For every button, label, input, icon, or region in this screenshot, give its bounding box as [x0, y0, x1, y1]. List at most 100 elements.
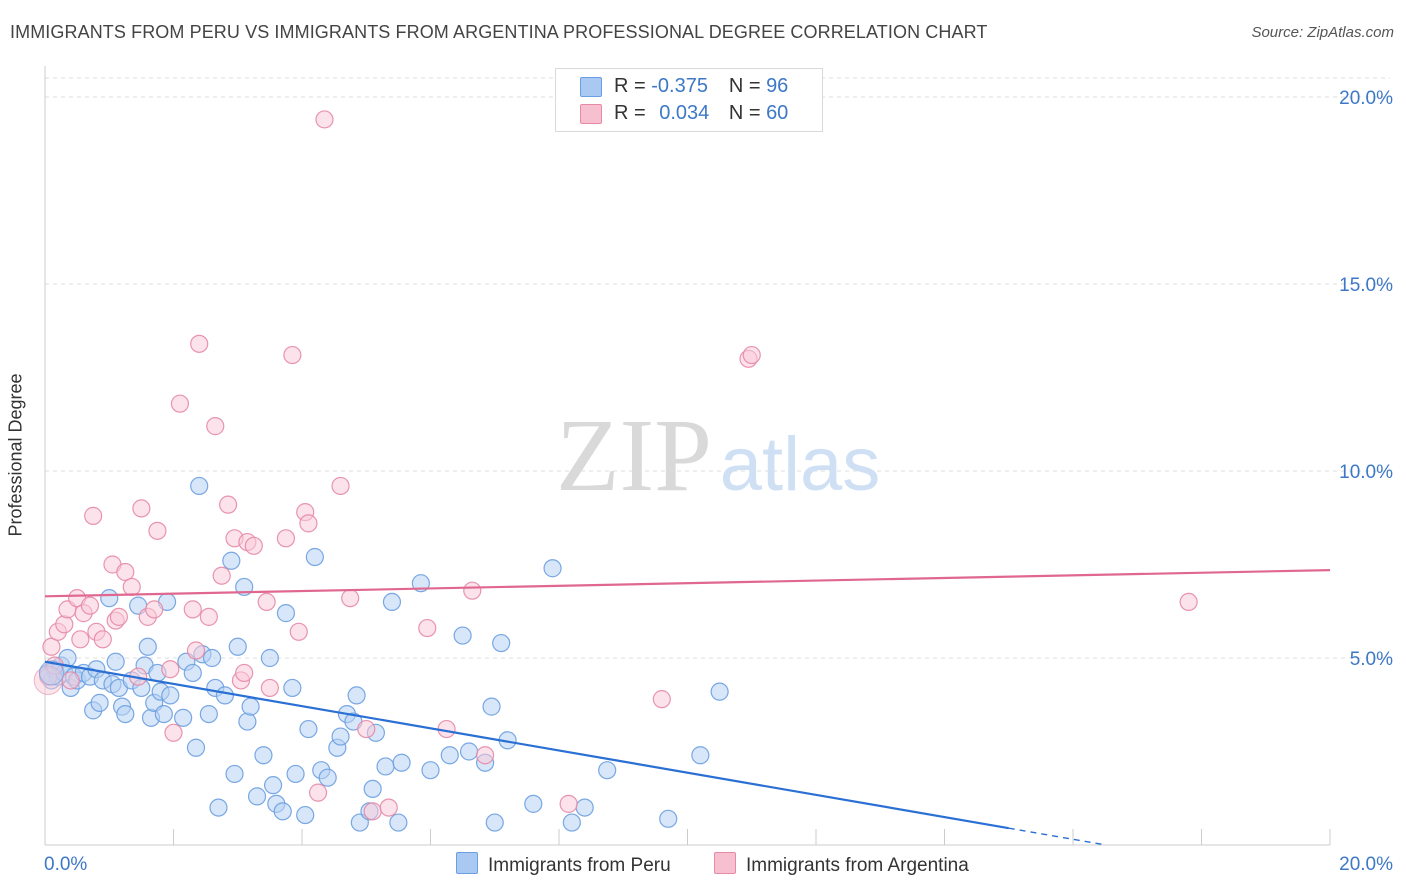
peru-point — [225, 764, 244, 784]
chart-title: IMMIGRANTS FROM PERU VS IMMIGRANTS FROM … — [10, 22, 988, 42]
argentina-swatch — [580, 104, 602, 124]
y-tick-label: 5.0% — [1350, 649, 1393, 670]
argentina-point — [148, 521, 167, 540]
y-tick-label: 15.0% — [1339, 275, 1393, 296]
r-label: R = — [614, 75, 646, 97]
peru-point — [222, 551, 241, 570]
x-tick-label-min: 0.0% — [44, 854, 87, 875]
peru-point — [202, 648, 222, 668]
peru-point — [691, 746, 710, 765]
peru-point — [276, 604, 296, 623]
n-value-peru: 96 — [766, 75, 789, 97]
y-axis-label: Professional Degree — [5, 373, 26, 537]
watermark-zip: ZIP — [556, 398, 712, 513]
n-label: N = — [728, 102, 761, 124]
peru-point — [260, 648, 279, 668]
peru-point — [305, 547, 324, 567]
peru-point — [421, 761, 440, 780]
argentina-point — [357, 719, 376, 739]
peru-point — [296, 805, 315, 825]
peru-point — [453, 626, 472, 645]
peru-point — [286, 764, 305, 784]
peru-point — [376, 757, 395, 776]
argentina-point — [341, 589, 360, 608]
legend-label-argentina: Immigrants from Argentina — [746, 855, 969, 876]
argentina-point — [42, 637, 61, 656]
argentina-point — [308, 783, 328, 802]
argentina-point — [61, 671, 80, 690]
argentina-point — [84, 506, 103, 525]
peru-point — [492, 633, 511, 653]
peru-point — [524, 794, 543, 813]
argentina-trend-line — [44, 569, 1331, 598]
peru-point — [241, 697, 260, 716]
peru-point — [273, 802, 292, 821]
argentina-point — [235, 663, 254, 683]
peru-point — [100, 589, 119, 608]
peru-point — [174, 708, 193, 727]
legend-item-argentina[interactable]: Immigrants from Argentina — [714, 852, 969, 877]
argentina-point — [559, 794, 578, 813]
peru-point — [199, 704, 218, 724]
argentina-point — [145, 600, 164, 619]
argentina-point — [476, 746, 495, 765]
data-points — [33, 110, 1198, 832]
peru-point — [190, 476, 209, 496]
x-tick-label-max: 20.0% — [1339, 854, 1393, 875]
argentina-point — [183, 600, 202, 619]
argentina-point — [116, 562, 135, 582]
peru-point — [392, 753, 411, 772]
argentina-point — [71, 630, 90, 649]
argentina-point — [161, 660, 180, 679]
argentina-point — [93, 630, 112, 649]
argentina-point — [331, 476, 350, 496]
peru-point — [161, 686, 180, 705]
tick-labels: 5.0% 10.0% 15.0% 20.0% 0.0% 20.0% — [44, 88, 1393, 875]
peru-point — [331, 727, 350, 746]
peru-point — [543, 559, 562, 578]
peru-point — [215, 686, 234, 705]
peru-legend-swatch — [456, 852, 478, 874]
argentina-point — [164, 723, 183, 742]
peru-point — [318, 768, 337, 787]
argentina-point — [463, 581, 482, 600]
peru-point — [209, 798, 228, 817]
peru-point — [90, 693, 109, 712]
peru-point — [299, 719, 318, 739]
peru-point — [116, 704, 135, 724]
argentina-point — [742, 345, 761, 365]
peru-point — [659, 809, 678, 828]
legend-item-peru[interactable]: Immigrants from Peru — [456, 852, 671, 877]
peru-trend-line — [44, 660, 1009, 830]
gridlines — [45, 77, 1390, 659]
argentina-point — [244, 536, 263, 555]
n-label: N = — [728, 75, 761, 97]
trend-lines — [44, 569, 1331, 846]
argentina-point — [219, 495, 238, 514]
argentina-point — [80, 596, 100, 615]
axes — [44, 66, 1331, 846]
peru-point — [263, 776, 283, 795]
argentina-point — [55, 615, 74, 634]
argentina-point — [652, 690, 671, 709]
peru-point — [440, 746, 459, 765]
n-value-argentina: 60 — [766, 102, 789, 124]
argentina-point — [276, 529, 296, 548]
peru-point — [482, 697, 501, 716]
peru-point — [247, 787, 267, 806]
r-value-peru: -0.375 — [651, 75, 708, 97]
argentina-point — [257, 592, 276, 612]
peru-point — [347, 686, 366, 705]
y-tick-label: 20.0% — [1339, 88, 1393, 109]
peru-point — [459, 742, 479, 761]
r-label: R = — [614, 102, 646, 124]
argentina-point — [363, 802, 382, 821]
argentina-point — [206, 417, 225, 436]
peru-point — [154, 704, 173, 724]
argentina-point — [190, 334, 209, 353]
peru-point — [598, 761, 617, 780]
argentina-point — [212, 566, 231, 585]
argentina-legend-swatch — [714, 852, 736, 874]
